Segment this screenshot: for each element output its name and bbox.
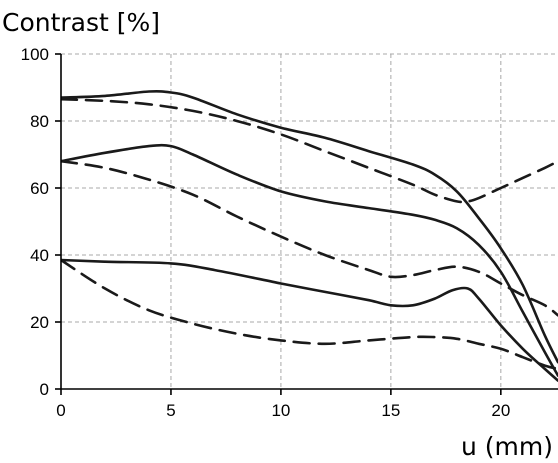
x-tick-label: 0: [56, 401, 65, 420]
series-line-4-dashed: [61, 159, 558, 317]
series-line-2-dashed: [61, 97, 558, 204]
tick-labels: 0 20 40 60 80 100 0 5 10 15 20: [21, 45, 511, 420]
y-axis-title: Contrast [%]: [2, 8, 160, 37]
grid: [61, 53, 558, 389]
series-line-3-solid: [61, 143, 558, 377]
y-tick-label: 80: [30, 112, 49, 131]
y-tick-label: 100: [21, 45, 49, 64]
y-tick-label: 40: [30, 246, 49, 265]
y-tick-label: 20: [30, 313, 49, 332]
x-tick-label: 5: [166, 401, 175, 420]
series-line-5-solid: [61, 258, 558, 382]
x-axis-title: u (mm): [461, 432, 553, 461]
y-tick-label: 60: [30, 179, 49, 198]
series-line-6-dashed: [61, 258, 558, 371]
x-tick-label: 10: [271, 401, 290, 420]
x-tick-label: 20: [491, 401, 510, 420]
y-tick-label: 0: [40, 380, 49, 399]
series-line-1-solid: [61, 90, 558, 364]
axes: [55, 53, 558, 395]
curves: [61, 90, 558, 382]
x-tick-label: 15: [381, 401, 400, 420]
